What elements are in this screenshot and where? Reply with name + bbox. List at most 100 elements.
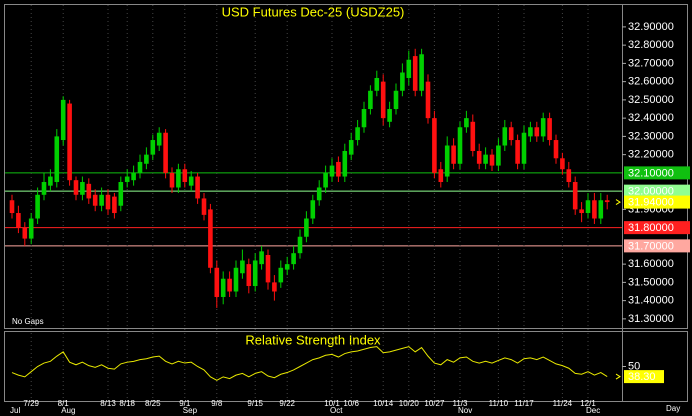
candle-body bbox=[387, 109, 392, 122]
candle-body bbox=[598, 200, 604, 219]
x-tick-label: 10/20 bbox=[399, 399, 420, 408]
month-label: Jul bbox=[10, 406, 20, 415]
candle-body bbox=[604, 200, 610, 203]
candle-body bbox=[272, 282, 277, 292]
candle-body bbox=[169, 172, 175, 188]
x-tick-label: 12/1 bbox=[580, 399, 596, 408]
candle-body bbox=[124, 176, 130, 183]
candle-body bbox=[195, 176, 200, 199]
x-tick-label: 11/24 bbox=[553, 399, 573, 408]
candle-body bbox=[374, 77, 380, 91]
last-box bbox=[624, 370, 664, 384]
candle-body bbox=[265, 255, 271, 283]
candle-body bbox=[521, 132, 527, 164]
candle-body bbox=[60, 99, 66, 141]
x-tick-label: 8/1 bbox=[58, 399, 70, 408]
candle-body bbox=[284, 264, 290, 270]
candle-body bbox=[515, 140, 520, 164]
candle-body bbox=[278, 267, 284, 283]
month-label: Nov bbox=[458, 406, 472, 415]
x-tick-label: 7/29 bbox=[23, 399, 39, 408]
candle-body bbox=[329, 165, 335, 177]
candle-body bbox=[457, 127, 463, 164]
candle-body bbox=[393, 90, 399, 110]
x-tick-label: 9/15 bbox=[247, 399, 263, 408]
chart-title: USD Futures Dec-25 (USDZ25) bbox=[222, 4, 405, 19]
x-tick-label: 11/17 bbox=[514, 399, 534, 408]
rsi-line bbox=[11, 346, 608, 381]
month-label: Oct bbox=[330, 406, 343, 415]
candle-body bbox=[406, 59, 412, 78]
candle-body bbox=[451, 145, 456, 164]
level-box bbox=[624, 166, 690, 180]
candle-body bbox=[579, 209, 584, 214]
candle-body bbox=[464, 118, 469, 128]
candle-body bbox=[92, 194, 98, 206]
candle-body bbox=[22, 227, 28, 239]
level-box bbox=[624, 239, 690, 253]
candle-body bbox=[291, 253, 296, 265]
candle-body bbox=[348, 140, 354, 155]
note: No Gaps bbox=[12, 317, 44, 326]
candle-body bbox=[444, 145, 450, 177]
candle-body bbox=[528, 127, 533, 137]
y-tick-label: 32.50000 bbox=[628, 94, 674, 106]
candle-body bbox=[54, 136, 60, 183]
candle-body bbox=[540, 118, 546, 137]
candle-body bbox=[566, 169, 572, 183]
x-tick-label: 8/25 bbox=[145, 399, 161, 408]
candle-body bbox=[547, 118, 552, 141]
candle-body bbox=[252, 260, 258, 287]
candle-body bbox=[73, 180, 79, 195]
y-tick-label: 31.50000 bbox=[628, 276, 674, 288]
x-tick-label: 10/1 bbox=[324, 399, 340, 408]
candle-body bbox=[246, 264, 252, 287]
candle-body bbox=[368, 90, 373, 110]
y-tick-label: 32.40000 bbox=[628, 112, 674, 124]
candle-body bbox=[182, 169, 188, 183]
y-tick-label: 31.40000 bbox=[628, 295, 674, 307]
candle-body bbox=[304, 218, 309, 237]
candle-body bbox=[144, 154, 149, 164]
y-tick-label: 32.90000 bbox=[628, 21, 674, 33]
y-tick-label: 32.20000 bbox=[628, 149, 674, 161]
candle-body bbox=[412, 56, 418, 91]
candle-body bbox=[28, 218, 34, 239]
candle-body bbox=[483, 154, 488, 164]
candle-body bbox=[361, 109, 367, 128]
last-arrow bbox=[615, 373, 621, 380]
rsi-panel bbox=[4, 331, 688, 402]
candle-body bbox=[118, 182, 124, 206]
candle-body bbox=[355, 127, 360, 141]
candle-body bbox=[470, 121, 476, 151]
last-arrow bbox=[615, 199, 621, 206]
candle-body bbox=[188, 176, 194, 186]
candle-body bbox=[259, 251, 264, 265]
candle-body bbox=[176, 169, 181, 188]
candle-body bbox=[131, 172, 136, 181]
x-tick-label: 11/3 bbox=[453, 399, 469, 408]
candle-body bbox=[432, 118, 437, 173]
candle-body bbox=[400, 72, 405, 91]
candle-body bbox=[150, 140, 156, 155]
month-label: Aug bbox=[61, 406, 75, 415]
y-tick-label: 32.30000 bbox=[628, 130, 674, 142]
candle-body bbox=[80, 182, 85, 195]
y-tick-label: 32.80000 bbox=[628, 39, 674, 51]
level-label: 32.10000 bbox=[628, 167, 674, 179]
candle-body bbox=[240, 260, 245, 274]
candle-body bbox=[342, 150, 348, 177]
candle-body bbox=[220, 278, 226, 297]
level-label: 32.00000 bbox=[628, 186, 674, 198]
candle-body bbox=[560, 158, 565, 170]
x-unit: Day bbox=[666, 404, 680, 413]
candle-body bbox=[585, 200, 591, 214]
x-tick-label: 10/14 bbox=[373, 399, 394, 408]
candle-body bbox=[214, 267, 220, 297]
candle-body bbox=[41, 182, 47, 195]
last-box bbox=[624, 195, 690, 209]
candle-body bbox=[208, 209, 213, 268]
candle-body bbox=[476, 150, 482, 164]
rsi-title: Relative Strength Index bbox=[245, 332, 381, 347]
